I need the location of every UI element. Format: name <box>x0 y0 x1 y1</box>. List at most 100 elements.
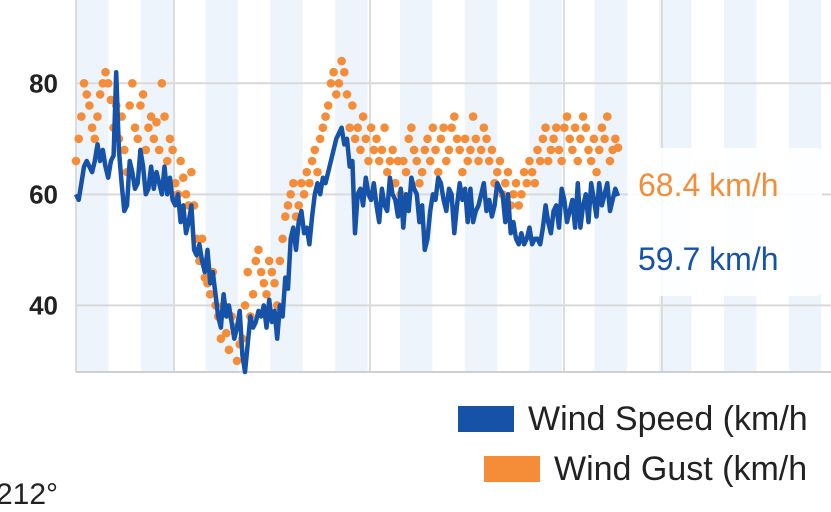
gust-point <box>541 123 550 133</box>
gust-point <box>141 145 151 155</box>
gust-point <box>613 143 623 152</box>
gust-point <box>578 112 588 121</box>
gust-point <box>382 167 392 177</box>
end-label-wind-gust: 68.4 km/h <box>638 167 779 203</box>
gust-point <box>144 123 153 133</box>
gust-point <box>581 123 591 133</box>
gust-point <box>517 190 526 199</box>
gust-point <box>519 167 529 177</box>
gust-point <box>562 112 572 121</box>
gust-point <box>409 145 419 155</box>
gust-point <box>455 145 464 155</box>
gust-point <box>509 190 518 199</box>
gust-point <box>294 201 304 210</box>
gust-point <box>484 156 494 166</box>
gust-point <box>74 134 83 144</box>
gust-point <box>224 345 234 355</box>
gust-point <box>305 178 314 188</box>
gust-point <box>152 117 161 127</box>
end-label-panel <box>628 148 822 296</box>
gust-point <box>388 145 397 155</box>
gust-point <box>586 156 596 166</box>
gust-point <box>525 156 534 166</box>
gust-point <box>549 134 558 144</box>
gust-point <box>530 178 540 188</box>
gust-point <box>259 278 269 288</box>
gust-point <box>310 145 320 155</box>
gust-point <box>439 123 448 133</box>
gust-point <box>377 145 387 155</box>
gust-point <box>270 278 279 288</box>
gust-point <box>452 134 462 144</box>
gust-point <box>522 178 532 188</box>
gust-point <box>479 123 489 133</box>
gust-point <box>283 201 293 210</box>
gust-point <box>533 145 542 155</box>
gust-point <box>428 123 438 133</box>
gust-point <box>423 134 432 144</box>
gust-point <box>554 145 564 155</box>
gust-point <box>313 167 322 177</box>
gust-point <box>503 167 513 177</box>
gust-point <box>495 156 505 166</box>
gust-point <box>243 267 253 277</box>
gust-point <box>417 167 427 177</box>
gust-point <box>256 267 266 277</box>
gust-point <box>369 145 379 155</box>
gust-point <box>170 178 180 188</box>
gust-point <box>157 78 167 88</box>
gust-point <box>476 145 486 155</box>
legend-item-wind-gust[interactable]: Wind Gust (km/h <box>484 444 808 494</box>
gust-point <box>372 134 381 144</box>
gust-point <box>589 134 599 144</box>
gust-point <box>425 156 435 166</box>
gust-point <box>160 112 169 121</box>
gust-point <box>568 145 577 155</box>
gust-point <box>331 90 341 99</box>
gust-point <box>535 156 545 166</box>
gust-point <box>511 178 521 188</box>
gust-point <box>366 123 376 133</box>
gust-point <box>315 134 325 144</box>
wind-chart: 40 60 80 68.4 km/h 59.7 km/h <box>29 0 831 375</box>
gust-point <box>154 145 164 155</box>
gust-point <box>482 134 491 144</box>
gust-point <box>179 173 188 182</box>
gust-point <box>602 112 612 121</box>
gust-point <box>275 256 285 266</box>
gust-point <box>600 134 609 144</box>
gust-point <box>444 145 454 155</box>
gust-point <box>407 123 416 133</box>
gust-point <box>466 145 475 155</box>
gust-point <box>289 178 298 188</box>
gust-point <box>71 156 81 166</box>
gust-point <box>101 67 110 77</box>
gust-point <box>128 78 137 88</box>
legend-label-wind-speed: Wind Speed (km/h <box>528 399 808 438</box>
gust-point <box>447 123 456 133</box>
gust-point <box>358 112 368 121</box>
gust-point <box>594 145 604 155</box>
gust-point <box>431 145 440 155</box>
gust-point <box>119 145 129 155</box>
gust-point <box>326 78 336 88</box>
gust-point <box>551 123 561 133</box>
y-tick-label: 80 <box>29 68 58 98</box>
gust-point <box>278 234 287 244</box>
gust-point <box>514 201 524 210</box>
gust-point <box>165 134 175 144</box>
gust-point <box>348 101 357 110</box>
gust-point <box>168 145 177 155</box>
gust-point <box>385 156 395 166</box>
gust-point <box>342 90 352 99</box>
gust-point <box>221 328 231 338</box>
gust-point <box>205 289 215 299</box>
gust-point <box>433 167 443 177</box>
gust-point <box>487 145 497 155</box>
gust-point <box>560 123 569 133</box>
legend-item-wind-speed[interactable]: Wind Speed (km/h <box>458 394 808 444</box>
gust-point <box>399 156 408 166</box>
gust-point <box>254 245 263 255</box>
gust-point <box>441 156 451 166</box>
gust-point <box>450 112 459 121</box>
